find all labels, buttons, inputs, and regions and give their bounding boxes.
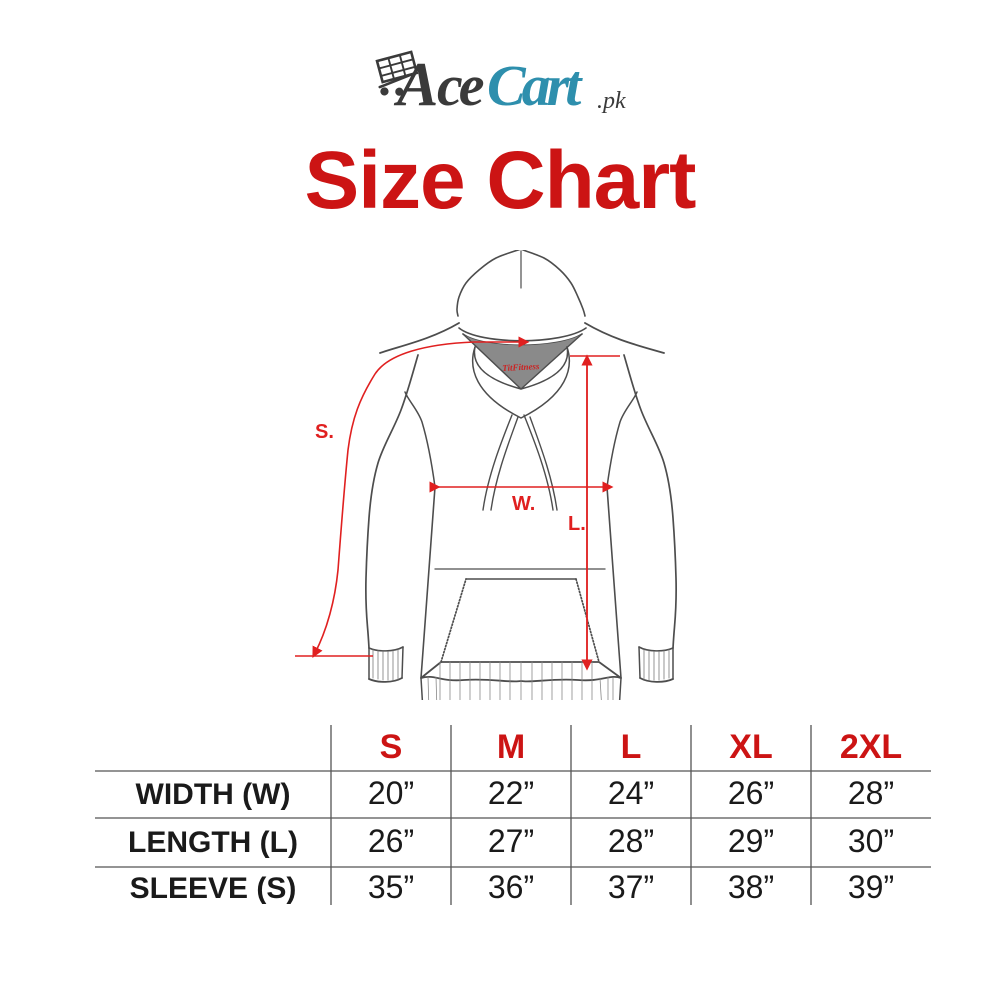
svg-text:20”: 20”	[368, 775, 414, 811]
svg-text:WIDTH (W): WIDTH (W)	[136, 778, 291, 811]
svg-text:26”: 26”	[368, 823, 414, 859]
svg-text:Cart: Cart	[487, 53, 583, 115]
svg-text:27”: 27”	[488, 823, 534, 859]
svg-text:ce: ce	[437, 53, 484, 115]
svg-text:22”: 22”	[488, 775, 534, 811]
svg-text:.pk: .pk	[597, 88, 626, 114]
svg-text:37”: 37”	[608, 869, 654, 905]
svg-text:A: A	[393, 51, 436, 115]
svg-text:28”: 28”	[848, 775, 894, 811]
svg-text:30”: 30”	[848, 823, 894, 859]
svg-text:S: S	[380, 728, 403, 766]
svg-text:S.: S.	[315, 421, 334, 443]
svg-text:L.: L.	[568, 513, 586, 535]
svg-text:2XL: 2XL	[840, 728, 902, 766]
svg-text:35”: 35”	[368, 869, 414, 905]
svg-text:SLEEVE (S): SLEEVE (S)	[130, 872, 297, 905]
svg-text:26”: 26”	[728, 775, 774, 811]
svg-text:W.: W.	[512, 493, 535, 515]
svg-text:29”: 29”	[728, 823, 774, 859]
svg-text:28”: 28”	[608, 823, 654, 859]
svg-text:24”: 24”	[608, 775, 654, 811]
svg-text:TitFitness: TitFitness	[502, 361, 540, 373]
svg-text:38”: 38”	[728, 869, 774, 905]
svg-text:36”: 36”	[488, 869, 534, 905]
svg-text:39”: 39”	[848, 869, 894, 905]
svg-text:XL: XL	[729, 728, 772, 766]
svg-text:L: L	[621, 728, 642, 766]
svg-text:LENGTH (L): LENGTH (L)	[128, 826, 298, 859]
svg-text:M: M	[497, 728, 525, 766]
